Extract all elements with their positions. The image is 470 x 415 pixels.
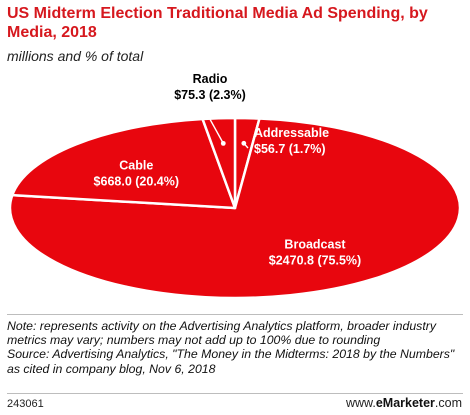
label-name-radio: Radio: [193, 72, 228, 86]
leader-dot-addressable: [241, 140, 247, 146]
label-name-cable: Cable: [119, 159, 153, 173]
notes-block: Note: represents activity on the Adverti…: [7, 319, 467, 376]
chart-subtitle: millions and % of total: [7, 48, 144, 64]
label-value-radio: $75.3 (2.3%): [174, 88, 246, 102]
label-value-cable: $668.0 (20.4%): [94, 175, 179, 189]
label-leaders: [205, 111, 249, 149]
brand-prefix: www.: [345, 396, 376, 410]
slice-radio: [201, 116, 237, 210]
chart-id: 243061: [7, 398, 44, 410]
label-name-broadcast: Broadcast: [284, 237, 346, 251]
brand-name: eMarketer: [375, 396, 435, 410]
leader-dot-radio: [220, 140, 226, 146]
brand-logo: www.eMarketer.com: [346, 396, 462, 410]
source-text: Source: Advertising Analytics, "The Mone…: [7, 347, 455, 376]
leader-radio: [205, 111, 224, 144]
brand-suffix: .com: [434, 396, 462, 410]
divider-bottom: [7, 393, 463, 394]
pie-chart: Addressable $56.7 (1.7%) Broadcast $2470.8 …: [8, 72, 462, 300]
label-value-broadcast: $2470.8 (75.5%): [269, 253, 361, 267]
label-name-addressable: Addressable: [254, 126, 329, 140]
label-value-addressable: $56.7 (1.7%): [254, 142, 326, 156]
slice-labels: Addressable $56.7 (1.7%) Broadcast $2470.8 …: [94, 72, 362, 267]
note-text: Note: represents activity on the Adverti…: [7, 319, 436, 348]
chart-title: US Midterm Election Traditional Media Ad…: [7, 5, 428, 41]
slice-cable: [11, 117, 237, 210]
pie-slices: [8, 116, 462, 300]
divider-top: [7, 314, 463, 315]
